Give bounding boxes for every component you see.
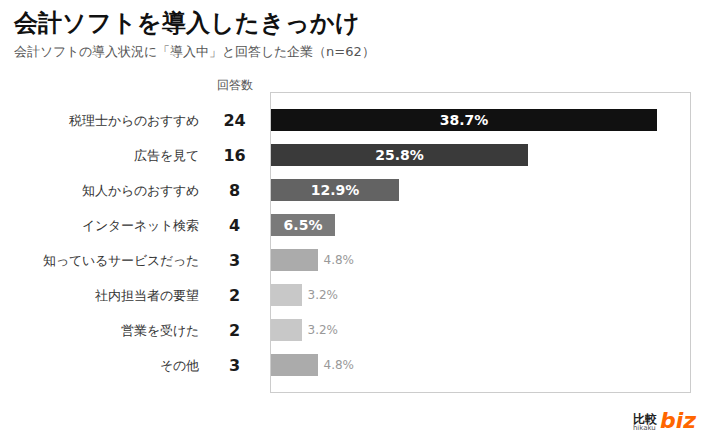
svg-text:25.8%: 25.8% [375, 147, 424, 163]
html-text:比較: 比較 [632, 412, 657, 426]
svg-text:広告を見て: 広告を見て [134, 148, 199, 163]
svg-text:4.8%: 4.8% [324, 358, 355, 372]
svg-text:24: 24 [223, 111, 245, 130]
svg-text:3.2%: 3.2% [308, 323, 339, 337]
svg-text:6.5%: 6.5% [284, 217, 323, 233]
svg-text:社内担当者の要望: 社内担当者の要望 [95, 288, 199, 303]
svg-text:知人からのおすすめ: 知人からのおすすめ [82, 183, 199, 198]
svg-text:回答数: 回答数 [217, 78, 253, 92]
html-text:会計ソフトを導入したきっかけ: 会計ソフトを導入したきっかけ [14, 9, 360, 37]
svg-text:16: 16 [223, 146, 245, 165]
svg-text:4.8%: 4.8% [324, 253, 355, 267]
svg-text:知っているサービスだった: 知っているサービスだった [43, 253, 199, 268]
html-text:hikaku: hikaku [632, 424, 656, 432]
svg-text:38.7%: 38.7% [440, 112, 489, 128]
svg-text:3: 3 [229, 356, 240, 375]
html-text:biz: biz [659, 408, 696, 433]
svg-text:4: 4 [229, 216, 240, 235]
svg-text:その他: その他 [160, 358, 199, 373]
svg-text:インターネット検索: インターネット検索 [82, 218, 199, 233]
svg-text:2: 2 [229, 321, 240, 340]
svg-text:営業を受けた: 営業を受けた [121, 323, 199, 338]
svg-text:税理士からのおすすめ: 税理士からのおすすめ [69, 113, 199, 128]
svg-text:12.9%: 12.9% [311, 182, 360, 198]
svg-text:2: 2 [229, 286, 240, 305]
svg-text:3.2%: 3.2% [308, 288, 339, 302]
html-text:会計ソフトの導入状況に「導入中」と回答した企業（n=62）: 会計ソフトの導入状況に「導入中」と回答した企業（n=62） [14, 44, 375, 59]
svg-text:3: 3 [229, 251, 240, 270]
svg-text:8: 8 [229, 181, 240, 200]
